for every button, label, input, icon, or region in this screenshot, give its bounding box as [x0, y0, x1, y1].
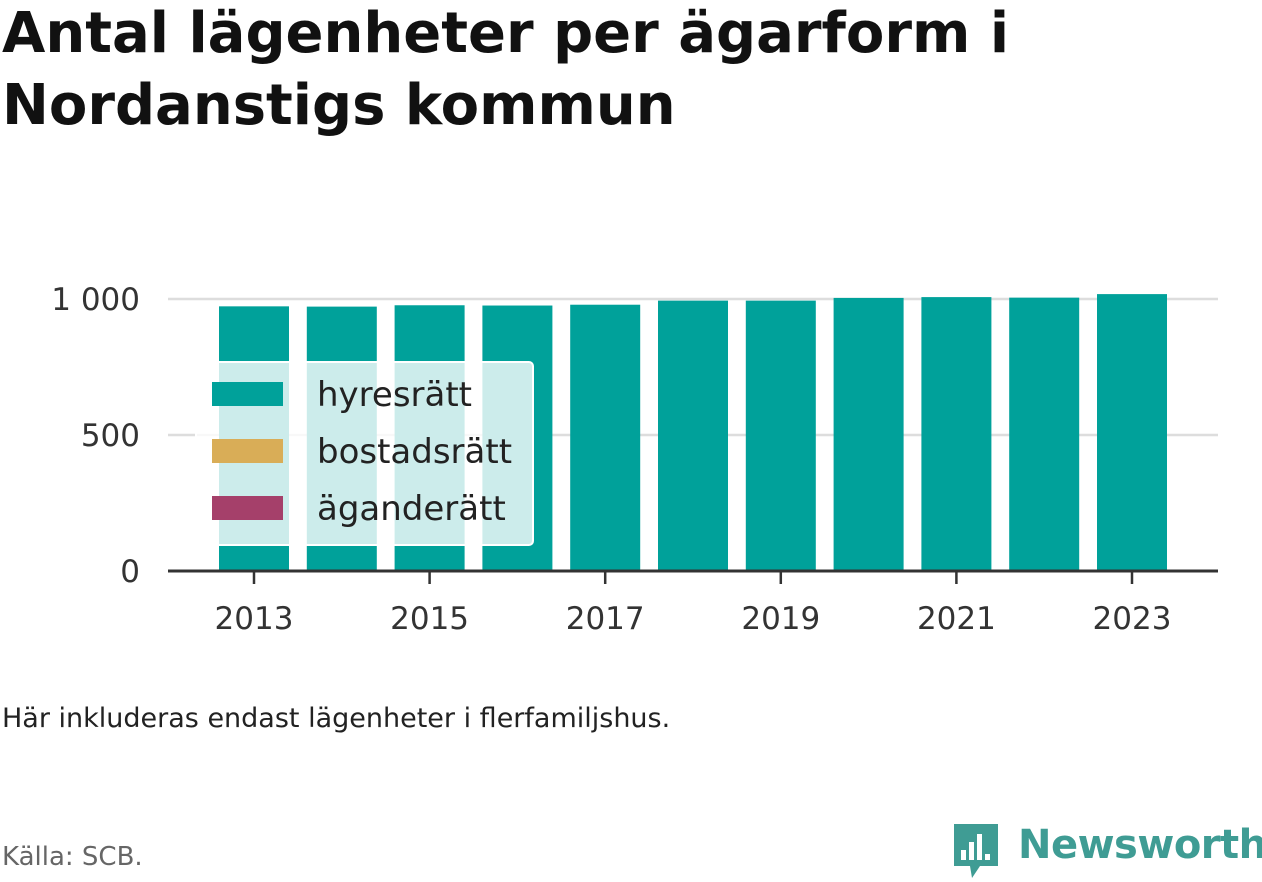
legend-label: hyresrätt: [317, 375, 472, 415]
x-tick-label: 2013: [215, 601, 294, 637]
legend-swatch: [212, 382, 283, 406]
legend: hyresrätt bostadsrätt äganderätt: [195, 361, 534, 546]
x-tick-label: 2019: [741, 601, 820, 637]
newsworthy-logo-icon: [954, 824, 998, 878]
x-tick-label: 2021: [917, 601, 996, 637]
bar: [745, 300, 816, 571]
chart-note: Här inkluderas endast lägenheter i flerf…: [2, 703, 671, 734]
brand-name: Newsworthy: [1018, 822, 1262, 868]
legend-label: äganderätt: [317, 489, 506, 529]
x-tick-label: 2015: [390, 601, 469, 637]
y-tick-label: 1 000: [51, 282, 140, 318]
legend-swatch: [212, 496, 283, 520]
bar-chart: 0 500 1 000 2013 2015 2017 2019 2021 2023 hyres…: [51, 282, 1218, 637]
x-axis: 2013 2015 2017 2019 2021 2023: [168, 569, 1218, 637]
x-tick-label: 2017: [566, 601, 645, 637]
legend-label: bostadsrätt: [317, 432, 512, 472]
bar: [570, 304, 641, 571]
y-tick-label: 500: [81, 418, 140, 454]
chart-title: Antal lägenheter per ägarform i Nordanst…: [2, 1, 1010, 138]
y-tick-label: 0: [120, 554, 140, 590]
x-tick-label: 2023: [1093, 601, 1172, 637]
y-axis-labels: 0 500 1 000: [51, 282, 140, 590]
bar: [1009, 297, 1080, 571]
bar: [921, 297, 992, 571]
bar: [1097, 294, 1167, 571]
legend-swatch: [212, 439, 283, 463]
bar: [833, 297, 904, 571]
bar: [658, 300, 728, 571]
source-credit: Källa: SCB.: [2, 842, 143, 872]
